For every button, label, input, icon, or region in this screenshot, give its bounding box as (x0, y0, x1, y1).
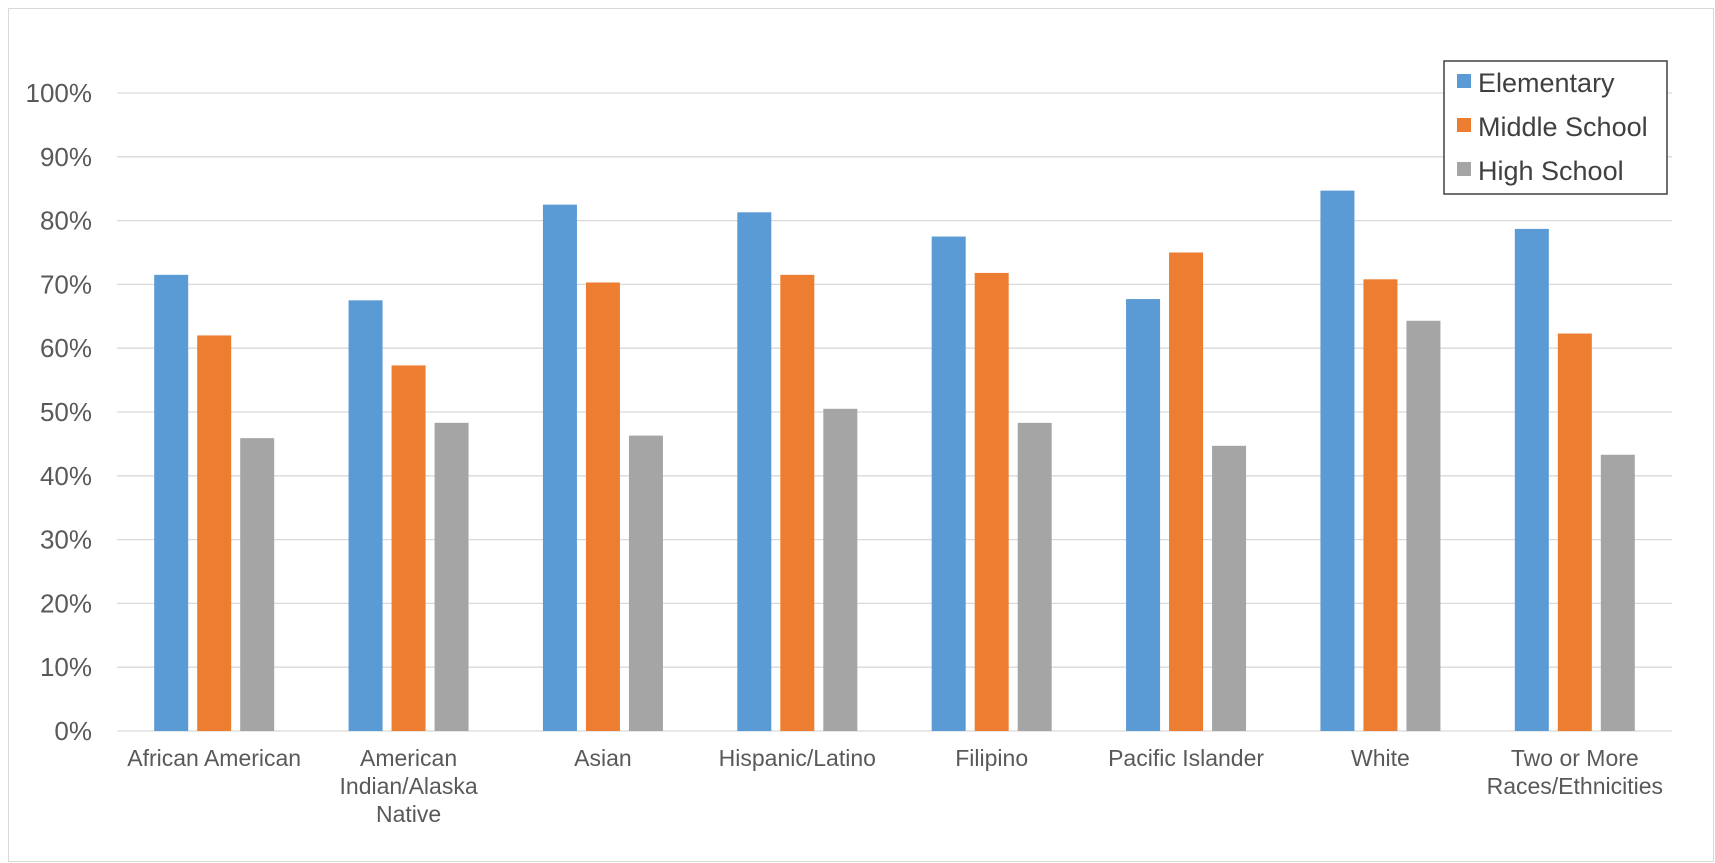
bar-high-school (434, 422, 469, 731)
bar-high-school (1212, 445, 1247, 731)
y-tick-label: 60% (40, 333, 92, 363)
bar-middle-school (197, 335, 232, 731)
legend-swatch (1457, 118, 1471, 132)
bar-elementary (348, 300, 383, 731)
bar-elementary (1320, 190, 1355, 731)
bar-high-school (1017, 422, 1052, 731)
x-category-label: Filipino (955, 745, 1028, 771)
legend-swatch (1457, 74, 1471, 88)
bar-middle-school (585, 282, 620, 731)
y-tick-label: 50% (40, 397, 92, 427)
bar-elementary (154, 274, 189, 731)
y-tick-label: 20% (40, 588, 92, 618)
legend-label: High School (1478, 156, 1624, 186)
x-category-label: Hispanic/Latino (719, 745, 876, 771)
x-category-label: Indian/Alaska (340, 773, 478, 799)
x-axis-category-labels: African American AmericanIndian/AlaskaNat… (127, 745, 1663, 827)
bar-elementary (931, 236, 966, 732)
bar-middle-school (974, 272, 1009, 731)
bar-elementary (542, 204, 577, 731)
y-tick-label: 30% (40, 525, 92, 555)
x-category-label: Native (376, 801, 441, 827)
x-category-label: Asian (574, 745, 632, 771)
x-category-label: African American (127, 745, 301, 771)
legend-label: Middle School (1478, 112, 1648, 142)
legend: Elementary Middle School High School (1443, 60, 1668, 195)
bar-elementary (1126, 299, 1161, 731)
y-tick-label: 100% (26, 78, 93, 108)
bar-middle-school (1557, 333, 1592, 731)
bar-high-school (240, 438, 275, 731)
x-category-label: Pacific Islander (1108, 745, 1264, 771)
y-axis-tick-labels: 0% 10% 20% 30% 40% 50% 60% 70% 80% 90% 100% (26, 78, 93, 746)
bar-high-school (628, 435, 663, 731)
y-tick-label: 10% (40, 652, 92, 682)
bar-high-school (1600, 454, 1635, 731)
x-category-label: Two or More (1511, 745, 1639, 771)
y-tick-label: 80% (40, 206, 92, 236)
bar-high-school (1406, 320, 1441, 731)
legend-swatch (1457, 162, 1471, 176)
x-category-label: American (360, 745, 457, 771)
y-tick-label: 70% (40, 269, 92, 299)
bars (154, 190, 1635, 732)
legend-label: Elementary (1478, 68, 1615, 98)
x-category-label: Races/Ethnicities (1487, 773, 1663, 799)
y-tick-label: 0% (54, 716, 92, 746)
bar-middle-school (1169, 252, 1204, 731)
bar-elementary (737, 212, 772, 731)
bar-elementary (1514, 228, 1549, 732)
y-tick-label: 90% (40, 142, 92, 172)
bar-high-school (823, 408, 858, 731)
x-category-label: White (1351, 745, 1410, 771)
bar-middle-school (780, 274, 815, 731)
bar-middle-school (1363, 279, 1398, 731)
y-tick-label: 40% (40, 461, 92, 491)
legend-box (1443, 60, 1668, 195)
bar-middle-school (391, 365, 426, 731)
